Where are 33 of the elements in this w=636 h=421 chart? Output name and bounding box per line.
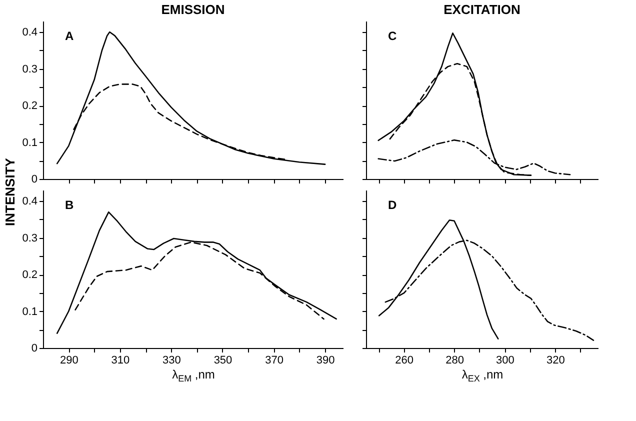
y-tick-label: 0.3 [22, 232, 38, 244]
y-tick-label: 0.4 [22, 196, 38, 208]
x-tick-label: 370 [265, 354, 284, 366]
chart-title: EMISSION [161, 2, 225, 17]
x-tick-label: 330 [162, 354, 181, 366]
y-axis-title: INTENSITY [2, 158, 18, 226]
y-tick-label: 0.3 [22, 63, 38, 76]
line-series [56, 211, 337, 334]
line-series [73, 84, 288, 160]
y-tick-label: 0.1 [22, 136, 38, 149]
line-series [74, 242, 324, 320]
y-tick-label: 0 [31, 174, 38, 186]
annotation: C [388, 29, 397, 43]
y-tick-label: 0 [31, 342, 38, 354]
line-series [56, 31, 326, 165]
x-tick-label: 320 [546, 354, 565, 366]
x-tick-label: 260 [395, 354, 414, 366]
y-tick-label: 0.2 [22, 100, 38, 112]
y-tick-label: 0.1 [22, 306, 38, 318]
x-axis-title: λ$_{EX}$ ,nm [462, 368, 504, 384]
annotation: B [65, 198, 74, 212]
chart-title: EXCITATION [444, 2, 520, 17]
x-axis-title: λ$_{EM}$ ,nm [172, 368, 215, 384]
x-tick-label: 280 [446, 354, 464, 366]
annotation: D [388, 198, 397, 212]
x-tick-label: 350 [214, 354, 232, 366]
x-tick-label: 290 [60, 354, 78, 366]
y-tick-label: 0.4 [22, 26, 38, 39]
x-tick-label: 390 [316, 354, 335, 366]
annotation: A [65, 29, 74, 43]
x-tick-label: 310 [111, 354, 130, 366]
x-tick-label: 300 [496, 354, 514, 366]
y-tick-label: 0.2 [22, 269, 38, 282]
